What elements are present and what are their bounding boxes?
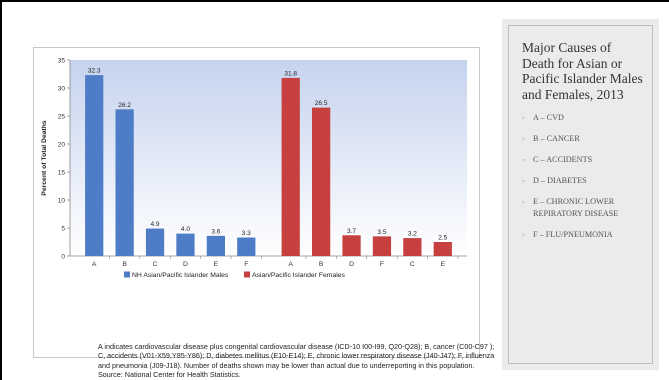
legend-swatch <box>124 271 130 278</box>
y-tick-label: 0 <box>61 254 65 261</box>
x-tick-label: B <box>319 261 324 268</box>
x-tick-label: E <box>441 261 446 268</box>
x-tick-label: B <box>122 261 127 268</box>
side-panel: Major Causes of Death for Asian or Pacif… <box>502 19 659 370</box>
legend-swatch <box>244 271 250 278</box>
bar <box>206 235 225 256</box>
plot-area <box>70 60 467 256</box>
data-label: 32.3 <box>88 68 101 75</box>
bar-chart: 0 5 10 15 20 25 30 35 Percent of Total Deaths A B C… <box>41 58 467 279</box>
list-item-text: A – CVD <box>533 113 564 122</box>
slide-border-top <box>0 0 669 2</box>
data-label: 31.8 <box>284 70 297 77</box>
bar <box>145 228 165 256</box>
data-label: 4.9 <box>151 221 160 228</box>
list-item: ◦ B – CANCER <box>522 133 644 145</box>
bullet-icon: ◦ <box>522 114 525 122</box>
bar <box>433 242 452 256</box>
bullet-icon: ◦ <box>522 177 525 185</box>
bar <box>312 107 331 256</box>
side-panel-title: Major Causes of Death for Asian or Pacif… <box>522 40 643 102</box>
data-label: 4.0 <box>181 226 190 233</box>
slide-border-left <box>0 0 2 380</box>
x-tick-label: D <box>183 261 188 268</box>
bar <box>115 109 134 256</box>
bullet-icon: ◦ <box>522 198 525 206</box>
data-label: 3.2 <box>408 231 417 238</box>
bullet-icon: ◦ <box>522 231 525 239</box>
bar <box>342 235 361 256</box>
data-label: 3.7 <box>347 228 356 235</box>
x-tick-label: A <box>288 261 293 268</box>
list-item-text: F – FLU/PNEUMONIA <box>533 230 613 239</box>
y-tick-label: 35 <box>58 58 66 65</box>
list-item-text: E – CHRONIC LOWER REPIRATORY DISEASE <box>533 197 619 218</box>
cause-list: ◦ A – CVD ◦ B – CANCER ◦ C – ACCIDENTS ◦ D –… <box>522 112 644 241</box>
list-item: ◦ C – ACCIDENTS <box>522 154 644 166</box>
x-tick-label: C <box>410 261 415 268</box>
list-item-text: C – ACCIDENTS <box>533 155 593 164</box>
data-label: 3.5 <box>377 229 386 236</box>
y-tick-label: 20 <box>58 142 66 149</box>
bar <box>237 237 256 256</box>
chart-caption: A indicates cardiovascular disease plus … <box>98 342 495 380</box>
bullet-icon: ◦ <box>522 156 525 164</box>
chart-figure: 0 5 10 15 20 25 30 35 Percent of Total Deaths A B C… <box>33 47 494 379</box>
list-item: ◦ F – FLU/PNEUMONIA <box>522 229 644 241</box>
legend-label: NH Asian/Pacific Islander Males <box>132 272 229 279</box>
y-tick-label: 5 <box>61 226 65 233</box>
legend-label: Asian/Pacific Islander Females <box>252 272 346 279</box>
list-item: ◦ D – DIABETES <box>522 175 644 187</box>
data-label: 26.5 <box>315 100 328 107</box>
list-item: ◦ A – CVD <box>522 112 644 124</box>
y-axis-title: Percent of Total Deaths <box>41 120 48 196</box>
bullet-icon: ◦ <box>522 135 525 143</box>
data-label: 3.3 <box>242 230 251 237</box>
side-panel-inner: Major Causes of Death for Asian or Pacif… <box>508 25 653 364</box>
y-tick-label: 25 <box>58 114 66 121</box>
bar <box>176 233 195 256</box>
y-tick-label: 15 <box>58 170 66 177</box>
x-tick-label: C <box>153 261 158 268</box>
bar <box>85 75 104 257</box>
bar <box>281 77 300 256</box>
data-label: 3.6 <box>211 228 220 235</box>
list-item-text: D – DIABETES <box>533 176 587 185</box>
y-tick-label: 10 <box>58 198 66 205</box>
x-tick-label: A <box>92 261 97 268</box>
x-tick-label: D <box>349 261 354 268</box>
list-item-text: B – CANCER <box>533 134 580 143</box>
data-label: 26.2 <box>118 102 131 109</box>
data-label: 2.5 <box>438 235 447 242</box>
bar <box>372 236 392 256</box>
x-tick-label: F <box>380 261 384 268</box>
x-tick-label: F <box>244 261 248 268</box>
x-tick-label: E <box>214 261 219 268</box>
y-tick-label: 30 <box>58 86 66 93</box>
bar <box>403 238 422 256</box>
list-item: ◦ E – CHRONIC LOWER REPIRATORY DISEASE <box>522 196 644 220</box>
